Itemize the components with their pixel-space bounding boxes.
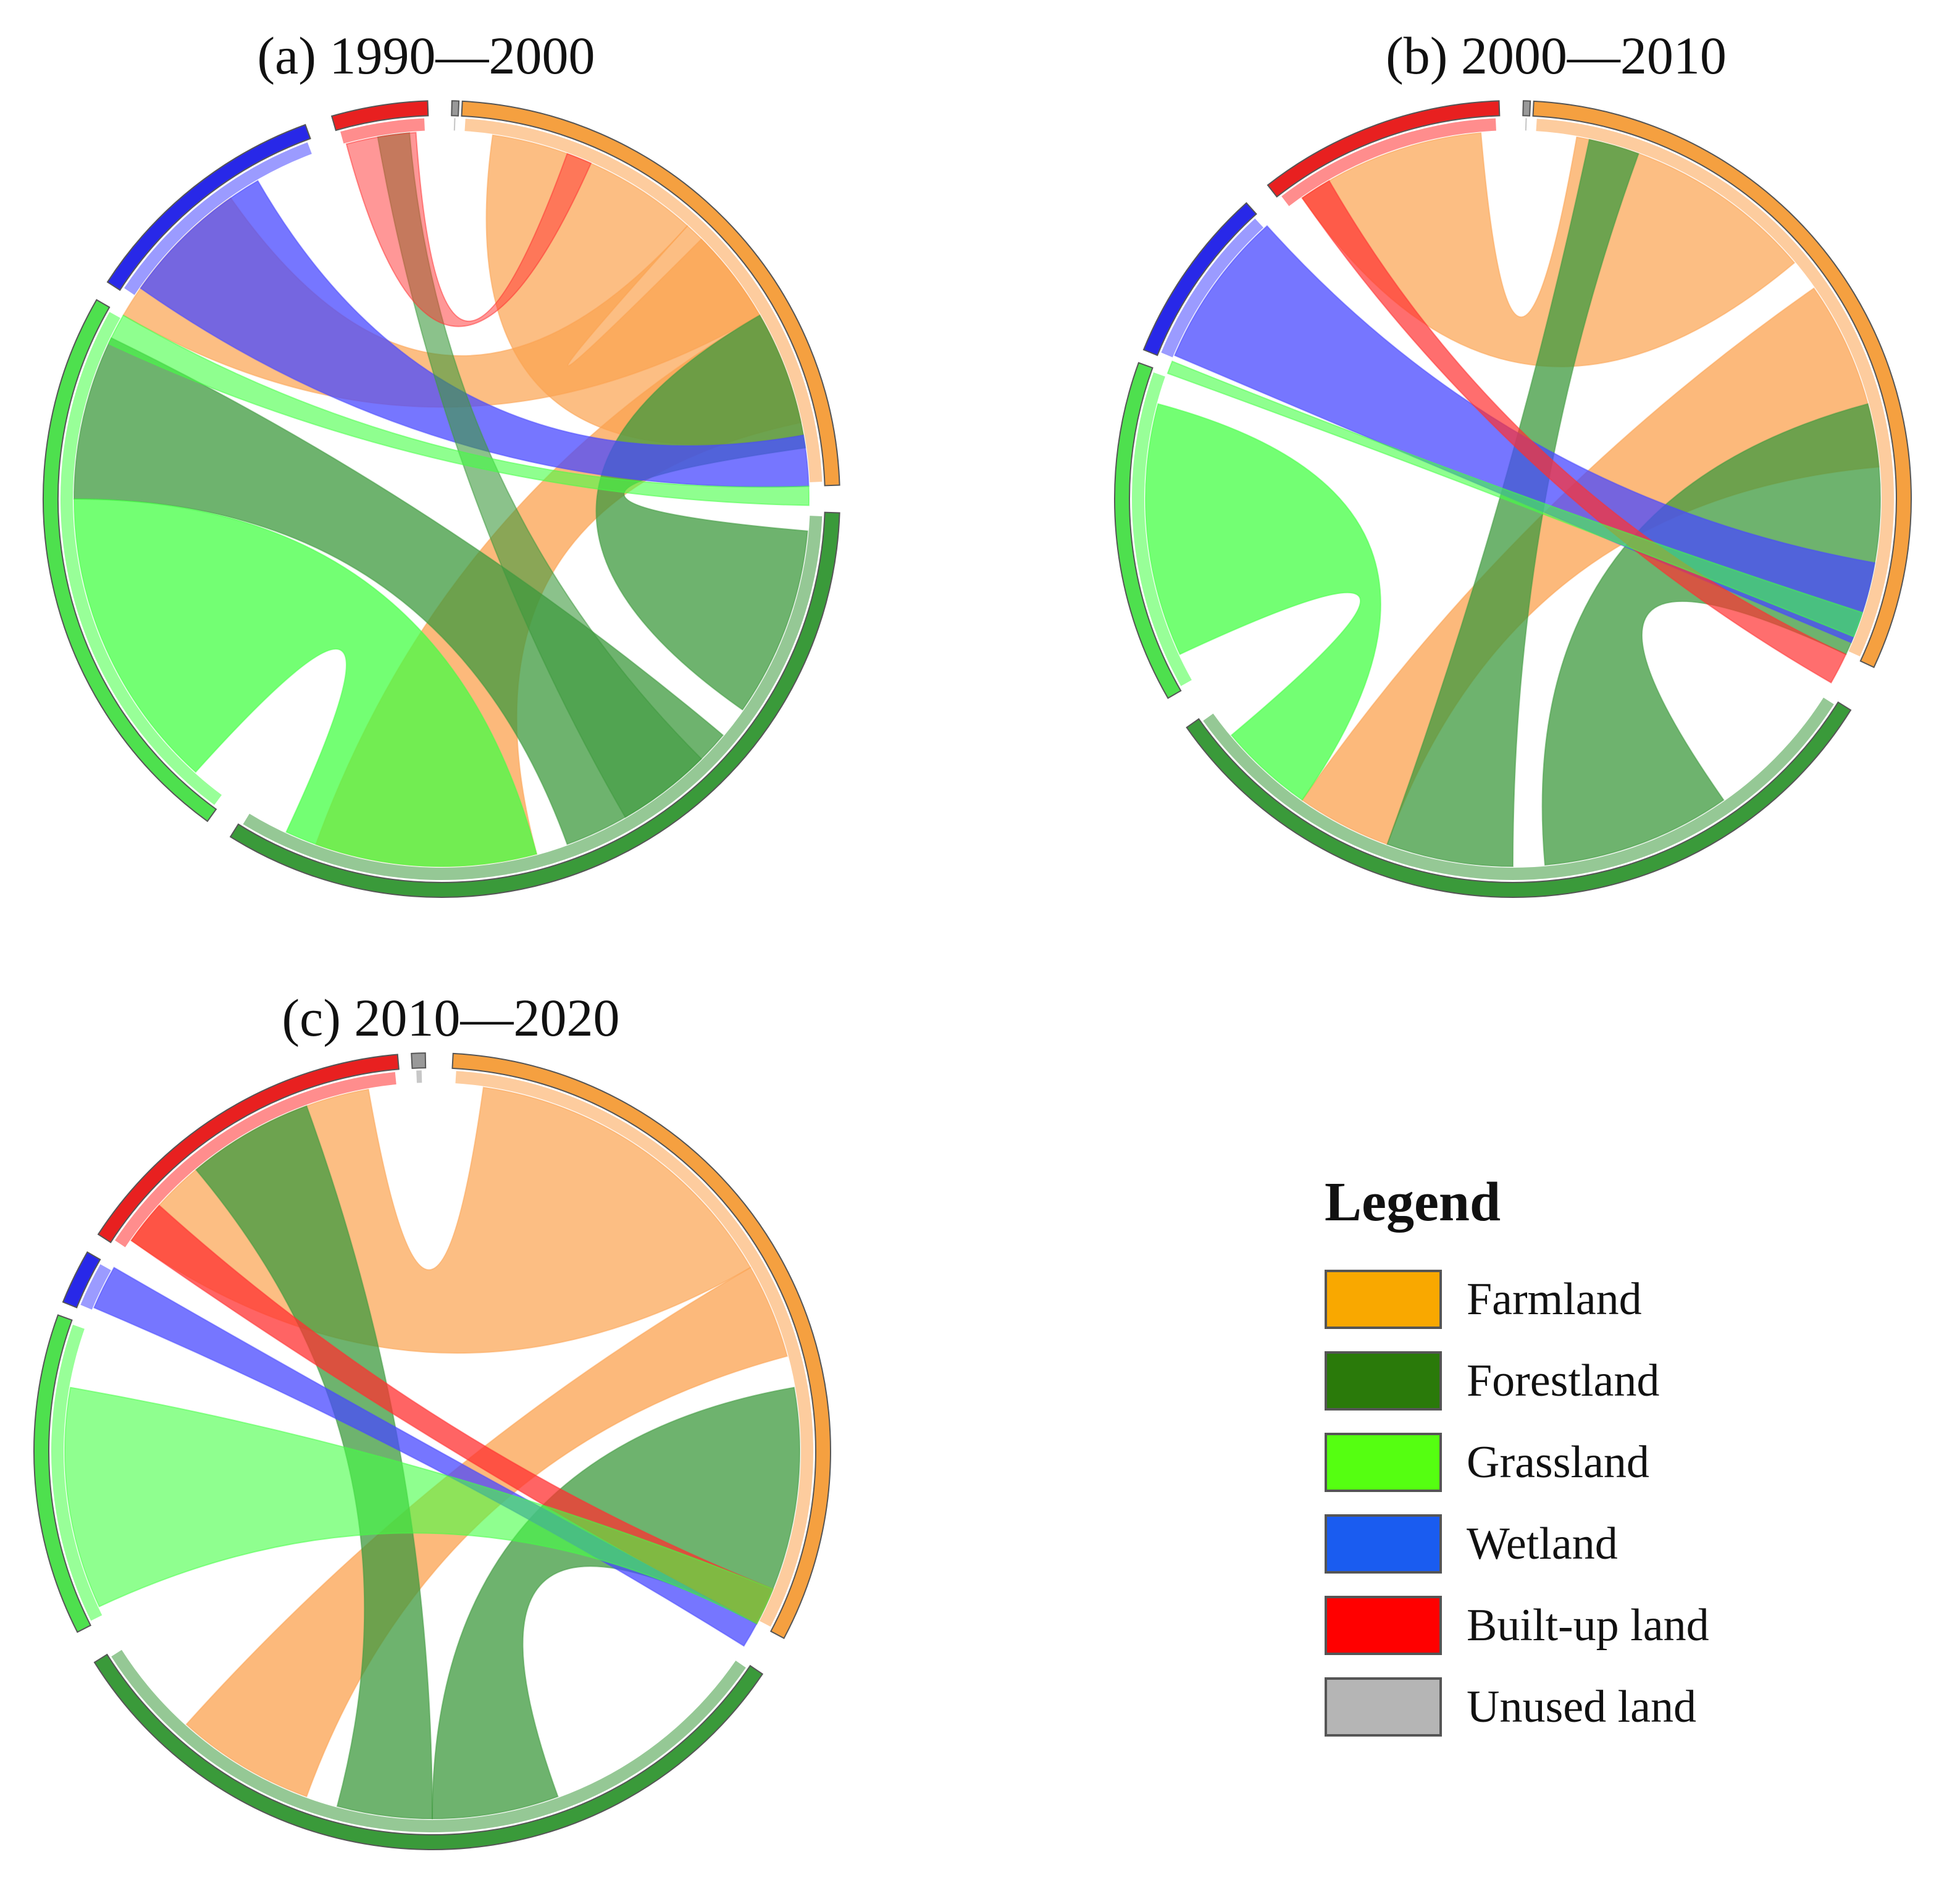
ribbon-grassland <box>64 1386 774 1625</box>
legend-label-forestland: Forestland <box>1467 1355 1660 1406</box>
legend: Legend Farmland Forestland Grassland Wet… <box>1325 1170 1709 1748</box>
ring-grassland <box>1114 362 1182 699</box>
panel-a-title: (a) 1990—2000 <box>257 26 595 85</box>
ring-wetland <box>1142 202 1257 356</box>
ring-wetland <box>62 1251 101 1309</box>
legend-swatch-forestland <box>1325 1351 1442 1411</box>
ring-built-up-land <box>97 1054 400 1244</box>
ring-farmland <box>451 1052 831 1640</box>
legend-swatch-grassland <box>1325 1433 1442 1492</box>
legend-label-built-up-land: Built-up land <box>1467 1599 1709 1651</box>
legend-label-wetland: Wetland <box>1467 1518 1618 1569</box>
ring-inner-unused-land <box>453 118 456 131</box>
ring-inner-wetland <box>80 1264 111 1310</box>
ring-built-up-land <box>1267 100 1501 198</box>
legend-item-farmland: Farmland <box>1325 1259 1709 1340</box>
ribbon-grassland <box>107 314 810 506</box>
ribbon-farmland <box>185 1267 788 1798</box>
ring-forestland <box>1186 701 1852 898</box>
ring-inner-forestland <box>1203 697 1834 881</box>
ribbon-built-up-land <box>345 132 592 327</box>
ring-unused-land <box>1522 100 1531 117</box>
legend-item-forestland: Forestland <box>1325 1340 1709 1422</box>
ring-inner-built-up-land <box>1281 118 1496 206</box>
ring-forestland <box>229 511 840 898</box>
ring-inner-grassland <box>51 1325 103 1621</box>
ring-inner-forestland <box>111 1650 746 1832</box>
ring-inner-unused-land <box>416 1070 422 1083</box>
ring-inner-built-up-land <box>340 118 425 144</box>
legend-swatch-farmland <box>1325 1270 1442 1329</box>
legend-title: Legend <box>1325 1172 1501 1233</box>
ring-inner-forestland <box>243 516 823 880</box>
ring-inner-unused-land <box>1525 118 1527 131</box>
ring-inner-wetland <box>124 142 312 295</box>
ring-unused-land <box>451 100 460 117</box>
legend-item-built-up-land: Built-up land <box>1325 1585 1709 1666</box>
ring-grassland <box>33 1314 92 1633</box>
panel-b-title: (b) 2000—2010 <box>1386 26 1727 85</box>
legend-label-grassland: Grassland <box>1467 1436 1649 1488</box>
ring-inner-grassland <box>1131 372 1192 686</box>
legend-item-wetland: Wetland <box>1325 1503 1709 1585</box>
ribbon-grassland <box>1145 403 1381 801</box>
ring-wetland <box>106 124 311 291</box>
legend-item-unused-land: Unused land <box>1325 1666 1709 1748</box>
legend-label-farmland: Farmland <box>1467 1273 1642 1325</box>
ring-unused-land <box>411 1052 427 1069</box>
ribbon-built-up-land <box>1301 180 1847 684</box>
legend-item-grassland: Grassland <box>1325 1422 1709 1503</box>
ribbon-wetland <box>140 180 810 488</box>
ribbon-grassland <box>1166 360 1864 638</box>
ring-farmland <box>1532 100 1912 668</box>
legend-swatch-wetland <box>1325 1514 1442 1574</box>
ring-inner-wetland <box>1161 218 1263 358</box>
panel-c-title: (c) 2010—2020 <box>282 988 620 1047</box>
legend-swatch-unused-land <box>1325 1677 1442 1737</box>
ring-grassland <box>43 299 217 823</box>
ribbon-grassland <box>73 498 538 867</box>
ring-forestland <box>93 1653 764 1851</box>
legend-label-unused-land: Unused land <box>1467 1681 1696 1732</box>
ring-farmland <box>461 100 840 487</box>
legend-swatch-built-up-land <box>1325 1596 1442 1655</box>
ring-inner-farmland <box>455 1071 813 1627</box>
ring-built-up-land <box>330 100 429 132</box>
